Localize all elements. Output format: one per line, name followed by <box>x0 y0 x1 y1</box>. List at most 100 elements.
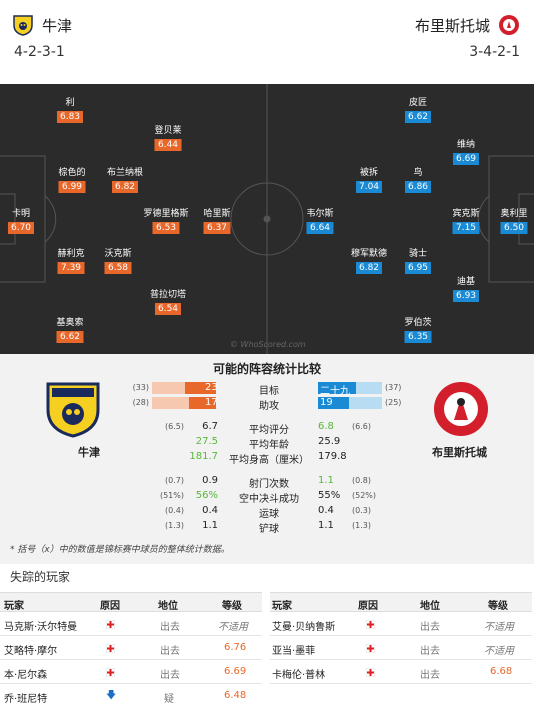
table-row[interactable]: 本·尼尔森 出去 6.69 <box>0 661 262 684</box>
away-team[interactable]: 布里斯托城 <box>415 14 520 36</box>
away-player[interactable]: 韦尔斯 6.64 <box>306 208 334 234</box>
stat-label: 运球 <box>259 509 279 520</box>
stat-row: 27.5 平均年龄 25.9 <box>0 436 534 451</box>
player-name: 奥利里 <box>500 209 528 219</box>
player-rating: 6.86 <box>404 181 432 193</box>
away-bar <box>318 382 382 394</box>
match-header: 牛津 4-2-3-1 布里斯托城 3-4-2-1 <box>0 0 534 84</box>
home-stat-overall: (0.7) <box>165 476 184 485</box>
away-stat: 25.9 <box>318 436 341 447</box>
stat-label: 目标 <box>259 386 279 397</box>
away-stat: 1.1 <box>318 520 334 531</box>
away-player[interactable]: 穆军默德 6.82 <box>351 248 387 274</box>
col-rating: 等级 <box>222 601 242 612</box>
away-stat-overall: (0.3) <box>352 506 371 515</box>
home-player[interactable]: 棕色的 6.99 <box>58 167 86 193</box>
home-player[interactable]: 普拉切塔 6.54 <box>150 289 186 315</box>
player-name[interactable]: 艾略特·摩尔 <box>4 646 58 657</box>
away-player[interactable]: 迪基 6.93 <box>452 276 480 302</box>
stat-row-assists: (28) 17 助攻 19 (25) <box>0 397 534 412</box>
injury-cross-icon <box>366 668 375 677</box>
home-team[interactable]: 牛津 <box>12 14 72 36</box>
col-reason: 原因 <box>100 601 120 612</box>
player-rating: 6.53 <box>152 222 180 234</box>
home-player[interactable]: 赫利克 7.39 <box>57 248 85 274</box>
bristol-crest-icon <box>499 15 519 35</box>
player-rating: 6.58 <box>104 262 132 274</box>
col-position: 地位 <box>420 601 440 612</box>
away-player[interactable]: 皮匠 6.62 <box>404 97 432 123</box>
away-player[interactable]: 奥利里 6.50 <box>500 208 528 234</box>
player-rating: 6.95 <box>404 262 432 274</box>
away-player[interactable]: 骑士 6.95 <box>404 248 432 274</box>
away-player[interactable]: 被拆 7.04 <box>355 167 383 193</box>
away-player[interactable]: 罗伯茨 6.35 <box>404 317 432 343</box>
away-stat: 6.8 <box>318 421 334 432</box>
player-rating: 不适用 <box>218 622 248 633</box>
player-name: 登贝莱 <box>154 126 182 136</box>
stat-label: 射门次数 <box>249 479 289 490</box>
player-name[interactable]: 本·尼尔森 <box>4 670 48 681</box>
player-rating: 6.48 <box>224 690 247 701</box>
player-rating: 6.83 <box>56 111 84 123</box>
away-stat-overall: (25) <box>385 398 402 407</box>
table-row[interactable]: 艾曼·贝纳鲁斯 出去 不适用 <box>270 613 532 636</box>
away-bar-fill <box>318 382 357 394</box>
away-player[interactable]: 鸟 6.86 <box>404 167 432 193</box>
player-name[interactable]: 马克斯·沃尔特曼 <box>4 622 78 633</box>
home-stat-overall: (6.5) <box>165 422 184 431</box>
player-rating: 6.82 <box>111 181 139 193</box>
table-row[interactable]: 马克斯·沃尔特曼 出去 不适用 <box>0 613 262 636</box>
home-bar-fill <box>189 397 216 409</box>
player-name: 赫利克 <box>57 249 85 259</box>
player-name: 皮匠 <box>408 98 428 108</box>
home-player[interactable]: 沃克斯 6.58 <box>104 248 132 274</box>
away-player[interactable]: 宾克斯 7.15 <box>452 208 480 234</box>
home-player[interactable]: 罗德里格斯 6.53 <box>143 208 189 234</box>
home-player[interactable]: 卡明 6.70 <box>7 208 35 234</box>
player-name[interactable]: 乔·班尼特 <box>4 694 48 705</box>
home-player[interactable]: 基奥索 6.62 <box>56 317 84 343</box>
player-rating: 6.37 <box>203 222 231 234</box>
home-player[interactable]: 利 6.83 <box>56 97 84 123</box>
table-row[interactable]: 艾略特·摩尔 出去 6.76 <box>0 637 262 660</box>
player-status: 出去 <box>420 670 440 681</box>
table-row[interactable]: 乔·班尼特 🡇 疑 6.48 <box>0 685 262 708</box>
player-name: 哈里斯 <box>203 209 231 219</box>
stat-row-goals: (33) 23 目标 二十九 (37) <box>0 382 534 397</box>
home-stat-overall: (28) <box>132 398 149 407</box>
away-team-name: 布里斯托城 <box>414 16 490 35</box>
oxford-crest-icon <box>46 382 100 438</box>
player-rating: 6.93 <box>452 290 480 302</box>
table-row[interactable]: 卡梅伦·普林 出去 6.68 <box>270 661 532 684</box>
stat-row: (6.5) 6.7 平均评分 6.8 (6.6) <box>0 421 534 436</box>
player-name[interactable]: 卡梅伦·普林 <box>272 670 326 681</box>
home-team-name: 牛津 <box>42 16 73 35</box>
doubtful-arrow-icon: 🡇 <box>106 690 117 701</box>
bristol-crest-icon <box>434 382 488 436</box>
player-name: 韦尔斯 <box>306 209 334 219</box>
col-reason: 原因 <box>358 601 378 612</box>
home-stat-overall: (33) <box>132 383 149 392</box>
table-row[interactable]: 亚当·墨菲 出去 不适用 <box>270 637 532 660</box>
home-player[interactable]: 哈里斯 6.37 <box>203 208 231 234</box>
home-stat: 17 <box>205 397 218 408</box>
stat-label: 助攻 <box>259 401 279 412</box>
col-player: 玩家 <box>272 601 292 612</box>
player-name[interactable]: 亚当·墨菲 <box>272 646 316 657</box>
player-name[interactable]: 艾曼·贝纳鲁斯 <box>272 622 336 633</box>
injury-cross-icon <box>106 644 115 653</box>
home-stat: 1.1 <box>202 520 218 531</box>
player-rating: 6.54 <box>154 303 182 315</box>
home-player[interactable]: 布兰纳根 6.82 <box>107 167 143 193</box>
away-stat: 1.1 <box>318 475 334 486</box>
home-player[interactable]: 登贝莱 6.44 <box>154 125 182 151</box>
stat-label: 平均评分 <box>249 425 289 436</box>
pitch-lines <box>0 84 534 354</box>
player-name: 棕色的 <box>58 168 86 178</box>
injury-cross-icon <box>366 620 375 629</box>
away-player[interactable]: 维纳 6.69 <box>452 139 480 165</box>
away-stat: 19 <box>320 397 333 408</box>
player-rating: 7.15 <box>452 222 480 234</box>
home-stat-overall: (51%) <box>159 491 184 500</box>
